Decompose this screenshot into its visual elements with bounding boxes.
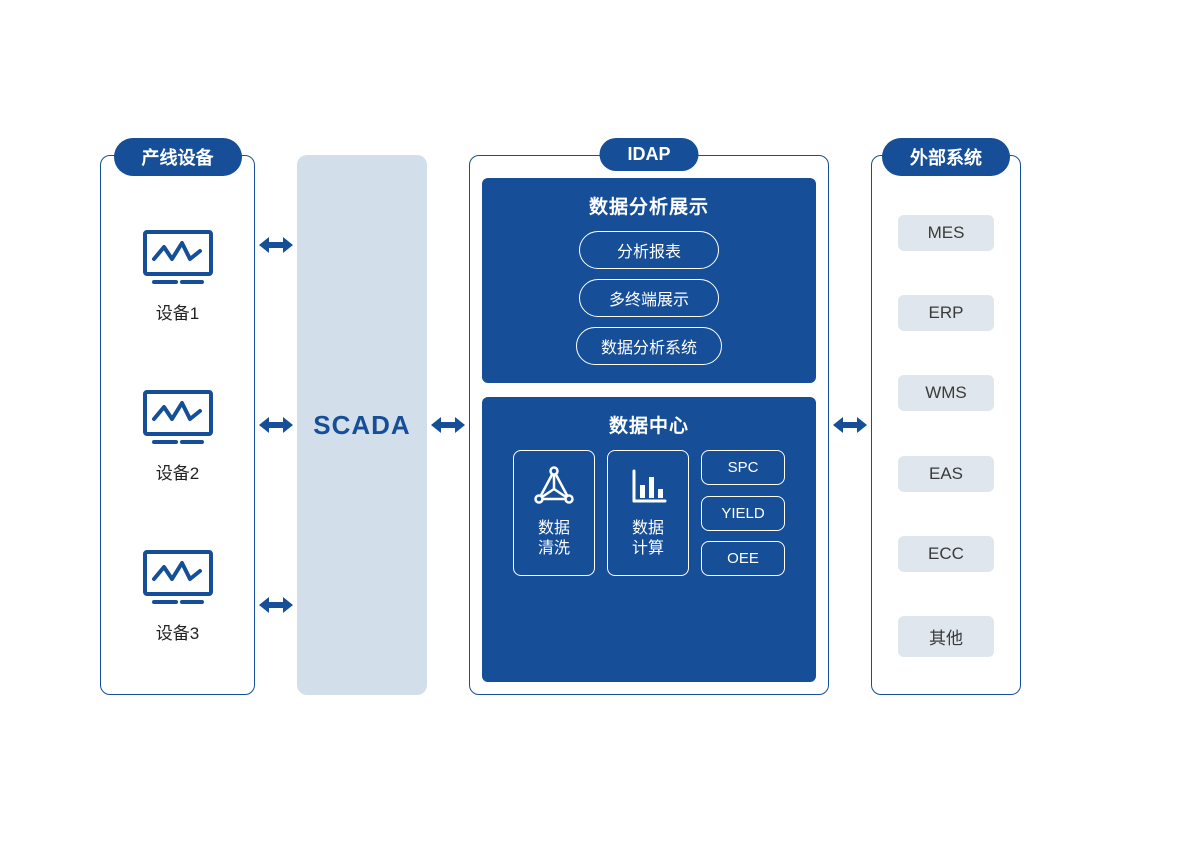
bidir-arrow-icon: [833, 415, 867, 435]
analysis-item: 分析报表: [579, 231, 719, 269]
left-panel-title: 产线设备: [114, 138, 242, 176]
monitor-icon: [142, 549, 214, 613]
architecture-diagram: 产线设备 设备1 设备2: [100, 155, 1110, 695]
device-1: 设备1: [142, 229, 214, 324]
analysis-item: 多终端展示: [579, 279, 719, 317]
dc-small-item: YIELD: [701, 496, 785, 531]
bar-chart-icon: [627, 465, 669, 507]
monitor-icon: [142, 389, 214, 453]
device-label: 设备1: [156, 299, 199, 324]
ext-item: EAS: [898, 456, 994, 492]
datacenter-block-title: 数据中心: [609, 411, 689, 438]
bidir-arrow-icon: [259, 235, 293, 255]
ext-item: 其他: [898, 616, 994, 657]
monitor-icon: [142, 229, 214, 293]
ext-item: MES: [898, 215, 994, 251]
external-panel: 外部系统 MES ERP WMS EAS ECC 其他: [871, 155, 1021, 695]
idap-panel-title: IDAP: [599, 138, 698, 171]
ext-item: ERP: [898, 295, 994, 331]
device-label: 设备2: [156, 459, 199, 484]
device-2: 设备2: [142, 389, 214, 484]
analysis-item: 数据分析系统: [576, 327, 722, 365]
dc-clean: 数据清洗: [513, 450, 595, 576]
bidir-arrow-icon: [259, 595, 293, 615]
triangle-network-icon: [533, 465, 575, 507]
analysis-items: 分析报表 多终端展示 数据分析系统: [496, 231, 802, 365]
arrow-scada-idap: [427, 155, 469, 695]
bidir-arrow-icon: [259, 415, 293, 435]
dc-small-item: OEE: [701, 541, 785, 576]
dc-clean-label: 数据清洗: [538, 519, 570, 559]
scada-panel: SCADA: [297, 155, 427, 695]
analysis-block-title: 数据分析展示: [589, 192, 709, 219]
scada-label: SCADA: [313, 410, 410, 441]
dc-compute: 数据计算: [607, 450, 689, 576]
arrow-idap-external: [829, 155, 871, 695]
datacenter-block: 数据中心 数据清洗: [482, 397, 816, 682]
ext-item: ECC: [898, 536, 994, 572]
idap-panel: IDAP 数据分析展示 分析报表 多终端展示 数据分析系统 数据中心: [469, 155, 829, 695]
ext-item: WMS: [898, 375, 994, 411]
external-panel-title: 外部系统: [882, 138, 1010, 176]
left-panel: 产线设备 设备1 设备2: [100, 155, 255, 695]
device-label: 设备3: [156, 619, 199, 644]
dc-compute-label: 数据计算: [632, 519, 664, 559]
datacenter-row: 数据清洗 数据计算 SPC YIELD OEE: [496, 450, 802, 576]
arrows-devices-scada: [255, 155, 297, 695]
device-3: 设备3: [142, 549, 214, 644]
analysis-block: 数据分析展示 分析报表 多终端展示 数据分析系统: [482, 178, 816, 383]
dc-small-group: SPC YIELD OEE: [701, 450, 785, 576]
dc-small-item: SPC: [701, 450, 785, 485]
bidir-arrow-icon: [431, 415, 465, 435]
